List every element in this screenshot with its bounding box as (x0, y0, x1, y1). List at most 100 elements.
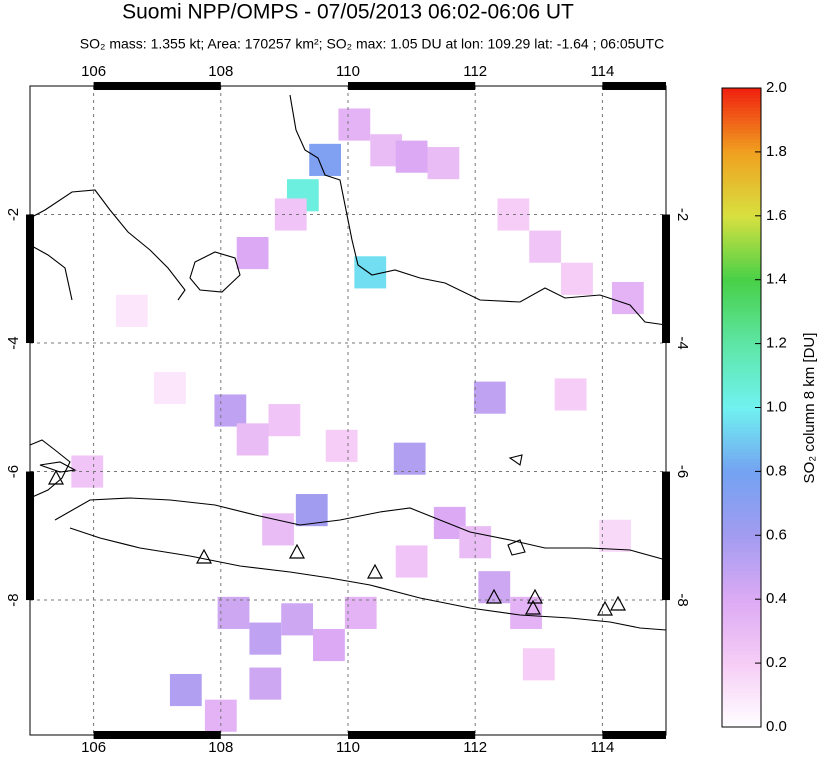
so2-cell (395, 140, 428, 173)
colorbar-step (722, 190, 761, 194)
y-tick-label: -4 (674, 336, 691, 349)
colorbar-step (722, 653, 761, 658)
colorbar-step (722, 228, 761, 233)
so2-cell (217, 596, 250, 629)
y-tick-label: -6 (5, 465, 22, 478)
x-tick-label: 110 (336, 739, 360, 756)
colorbar-step (722, 723, 761, 728)
so2-cell (262, 513, 294, 546)
colorbar-step (722, 640, 761, 645)
colorbar-step (722, 493, 761, 498)
x-tick-label: 112 (463, 739, 487, 756)
colorbar-step (722, 282, 761, 287)
colorbar-step (722, 225, 761, 230)
volcano-marker (485, 588, 503, 604)
colorbar-step (722, 151, 761, 156)
colorbar-step (722, 698, 761, 702)
frame-bar (348, 82, 476, 90)
colorbar-step (722, 308, 761, 313)
colorbar-step (722, 356, 761, 361)
so2-cell (249, 622, 282, 655)
x-tick-label: 106 (81, 63, 106, 80)
colorbar-tick-label: 1.6 (766, 207, 787, 224)
colorbar-step (722, 365, 761, 370)
colorbar-step (722, 349, 761, 354)
colorbar-step (722, 503, 761, 508)
so2-cell (395, 545, 428, 578)
colorbar-step (722, 286, 761, 290)
colorbar-step (722, 480, 761, 485)
colorbar-step (722, 650, 761, 655)
volcano-marker (366, 563, 384, 579)
colorbar-step (722, 292, 761, 297)
colorbar-step (722, 346, 761, 351)
colorbar-step (722, 129, 761, 134)
colorbar-step (722, 474, 761, 479)
colorbar-step (722, 596, 761, 600)
colorbar-step (722, 107, 761, 111)
coast-java-south (69, 527, 667, 631)
cells-layer (71, 108, 644, 732)
colorbar-step (722, 439, 761, 444)
colorbar-step (722, 145, 761, 150)
colorbar-step (722, 91, 761, 95)
colorbar-step (722, 551, 761, 555)
frame-bar (662, 214, 670, 344)
colorbar-step (722, 643, 761, 648)
so2-cell (295, 494, 328, 527)
colorbar-step (722, 231, 761, 236)
colorbar-step (722, 599, 761, 603)
so2-cell (554, 378, 587, 411)
colorbar-step (722, 500, 761, 504)
colorbar-step (722, 528, 761, 533)
so2-cell (393, 442, 426, 475)
volcano-marker (47, 469, 65, 485)
colorbar-step (722, 321, 761, 325)
colorbar-step (722, 218, 761, 223)
colorbar-step (722, 174, 761, 178)
colorbar-step (722, 148, 761, 153)
colorbar-step (722, 420, 761, 424)
volcano-marker (524, 599, 542, 615)
colorbar-step (722, 426, 761, 431)
colorbar-step (722, 618, 761, 623)
colorbar-step (722, 257, 761, 262)
colorbar-step (722, 417, 761, 421)
so2-cell (281, 603, 314, 636)
colorbar-step (722, 180, 761, 185)
colorbar-step (722, 397, 761, 402)
volcano-marker (526, 588, 544, 604)
colorbar-tick-label: 1.4 (766, 271, 787, 288)
colorbar-step (722, 199, 761, 204)
so2-cell (268, 404, 301, 437)
colorbar-step (722, 270, 761, 274)
colorbar-step (722, 142, 761, 147)
colorbar-step (722, 512, 761, 517)
frame-bar (602, 82, 666, 90)
x-tick-label: 108 (208, 739, 233, 756)
colorbar-tick-label: 0.2 (766, 654, 787, 671)
colorbar-step (722, 327, 761, 332)
colorbar-step (722, 305, 761, 309)
so2-cell (236, 237, 269, 270)
colorbar-step (722, 254, 761, 258)
colorbar-step (722, 465, 761, 469)
colorbar-step (722, 532, 761, 536)
colorbar-step (722, 685, 761, 690)
colorbar-step (722, 669, 761, 674)
so2-cell (236, 423, 269, 456)
colorbar-step (722, 666, 761, 670)
volcano-marker (596, 600, 614, 616)
colorbar-step (722, 691, 761, 696)
colorbar-tick-label: 0.6 (766, 526, 787, 543)
colorbar-step (722, 519, 761, 524)
colorbar-step (722, 161, 761, 166)
volcano-marker (288, 543, 306, 559)
colorbar-step (722, 187, 761, 191)
colorbar-step (722, 580, 761, 584)
colorbar-step (722, 369, 761, 373)
so2-cell (115, 294, 148, 327)
x-tick-label: 110 (336, 63, 360, 80)
colorbar-step (722, 704, 761, 709)
colorbar-step (722, 570, 761, 575)
